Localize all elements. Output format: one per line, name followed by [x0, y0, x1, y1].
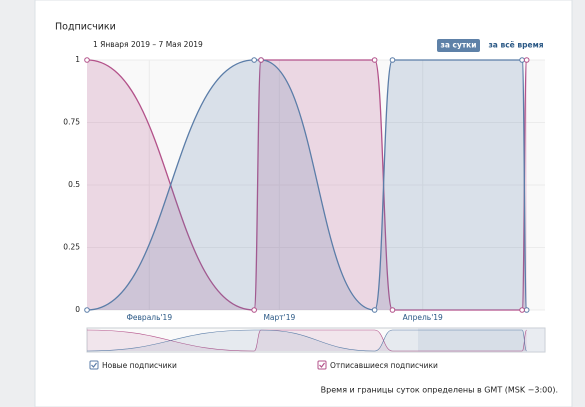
point: [251, 57, 257, 63]
legend-label[interactable]: Отписавшиеся подписчики: [330, 361, 438, 370]
point: [389, 307, 396, 313]
y-tick-label: 0: [75, 305, 80, 314]
title: Подписчики: [55, 22, 116, 33]
x-tick-label: Апрель'19: [403, 313, 443, 322]
point: [523, 307, 530, 313]
point: [84, 57, 90, 63]
point: [523, 57, 530, 63]
point: [519, 57, 525, 63]
point: [84, 307, 90, 313]
navigator-area: [87, 330, 527, 351]
button-day[interactable]: за сутки: [440, 41, 476, 50]
point: [258, 57, 264, 63]
series-area: [87, 60, 527, 310]
y-tick-label: 0.5: [68, 180, 80, 189]
date-range[interactable]: 1 Января 2019 – 7 Мая 2019: [93, 40, 203, 49]
point: [371, 307, 378, 313]
point: [389, 57, 396, 63]
button-bg[interactable]: [437, 39, 480, 52]
legend-check[interactable]: [91, 362, 97, 368]
x-tick-label: Февраль'19: [126, 313, 172, 322]
x-tick-label: Март'19: [263, 313, 295, 322]
y-tick-label: 1: [75, 55, 80, 64]
point: [371, 57, 378, 63]
button-all[interactable]: за всё время: [488, 41, 543, 50]
legend-checkbox[interactable]: [317, 360, 327, 370]
y-tick-label: 0.75: [63, 118, 80, 127]
navigator-area: [87, 330, 527, 351]
y-tick-label: 0.25: [63, 243, 80, 252]
series-area: [87, 60, 527, 310]
navigator-window[interactable]: [418, 328, 545, 352]
point: [519, 307, 525, 313]
footer: Время и границы суток определены в GMT (…: [321, 386, 558, 395]
legend-checkbox[interactable]: [89, 360, 99, 370]
navigator-line: [86, 329, 527, 352]
point: [251, 307, 257, 313]
navigator-line: [86, 329, 527, 352]
legend-check[interactable]: [319, 362, 325, 368]
legend-label[interactable]: Новые подписчики: [102, 361, 177, 370]
